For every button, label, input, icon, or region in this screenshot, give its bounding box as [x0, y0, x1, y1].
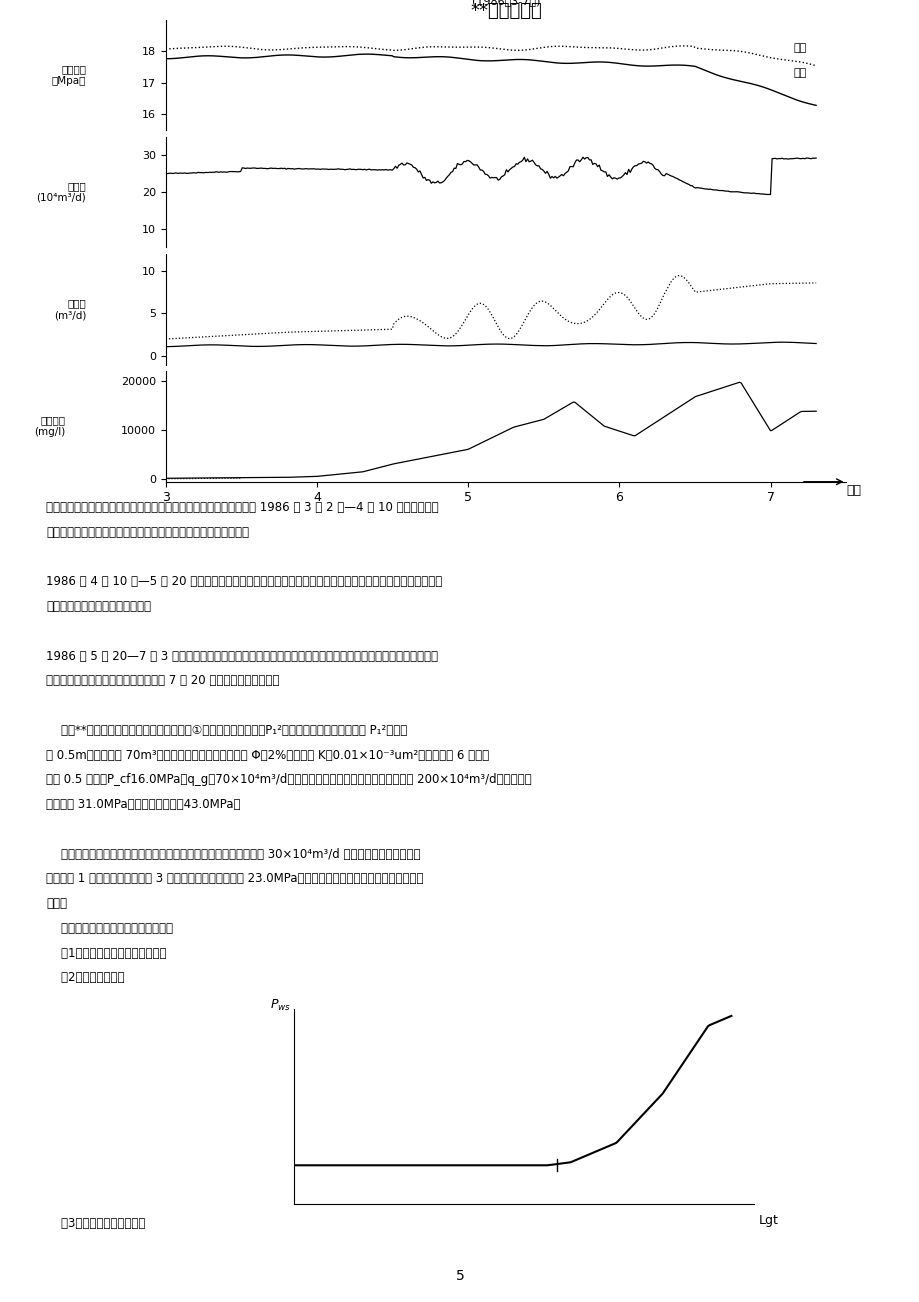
- Y-axis label: 气产量
(10⁴m³/d): 气产量 (10⁴m³/d): [37, 181, 86, 203]
- 套压: [569, 39, 580, 55]
- Text: $P_{ws}$: $P_{ws}$: [270, 997, 290, 1013]
- 油压: [360, 47, 371, 62]
- Title: **井采气曲线: **井采气曲线: [470, 1, 541, 20]
- 油压: [160, 51, 171, 66]
- Y-axis label: 氯根含量
(mg/l): 氯根含量 (mg/l): [34, 415, 65, 437]
- Y-axis label: 井口压力
（Mpa）: 井口压力 （Mpa）: [51, 64, 86, 86]
- Y-axis label: 水产量
(m³/d): 水产量 (m³/d): [54, 298, 86, 320]
- Text: 月份: 月份: [845, 484, 860, 497]
- 油压: [630, 57, 641, 73]
- 套压: [629, 42, 640, 57]
- 套压: [632, 42, 643, 57]
- Line: 套压: 套压: [165, 46, 815, 65]
- Text: 1986 年 4 月 10 日—5 月 20 日为出水显示阶段，其特征为：氯根含量、产水量均有上升，井口压力、产气量、: 1986 年 4 月 10 日—5 月 20 日为出水显示阶段，其特征为：氯根含…: [46, 575, 442, 589]
- 油压: [634, 59, 645, 74]
- Text: 关井压力 31.0MPa，原始地层压力：43.0MPa。: 关井压力 31.0MPa，原始地层压力：43.0MPa。: [46, 798, 240, 811]
- Text: 油压: 油压: [792, 68, 806, 78]
- Text: （3）单井控制储量大小。: （3）单井控制储量大小。: [46, 1217, 145, 1230]
- Text: 空 0.5m，漏失泥浆 70m³，岩芯分析，储层基质孔隙度 Φ＜2%，渗透率 K＜0.01×10⁻³um²。完井测试 6 小时，: 空 0.5m，漏失泥浆 70m³，岩芯分析，储层基质孔隙度 Φ＜2%，渗透率 K…: [46, 749, 489, 762]
- 套压: [676, 38, 687, 53]
- Text: 答：该井采气曲线反映该井为水锥形出水气井，依据其特征大致分为 1986 年 3 月 2 日—4 月 10 日为出水征兆: 答：该井采气曲线反映该井为水锥形出水气井，依据其特征大致分为 1986 年 3 …: [46, 501, 438, 514]
- Text: 5: 5: [455, 1269, 464, 1284]
- 油压: [810, 98, 821, 113]
- 油压: [238, 49, 249, 65]
- 套压: [160, 42, 171, 57]
- Text: (1986年3-7月): (1986年3-7月): [471, 0, 539, 7]
- Text: 请根据气井静、动态资料分析判断：: 请根据气井静、动态资料分析判断：: [46, 922, 173, 935]
- Text: 稳定 0.5 小时，P_cf16.0MPa，q_g：70×10⁴m³/d，不产地层水。一点法计算绝对无阻流量 200×10⁴m³/d，井口最大: 稳定 0.5 小时，P_cf16.0MPa，q_g：70×10⁴m³/d，不产地…: [46, 773, 531, 786]
- 套压: [417, 39, 428, 55]
- 油压: [419, 49, 430, 65]
- Text: 阶段，此阶段特征为：氯根上升，气井产量、产水量、压力稳定。: 阶段，此阶段特征为：氯根上升，气井产量、产水量、压力稳定。: [46, 526, 249, 539]
- Text: 产水量、氯根含量均有较大波动。: 产水量、氯根含量均有较大波动。: [46, 600, 151, 613]
- Text: 1986 年 5 月 20—7 月 3 日为气井出水阶段（或气井出水产能递减阶段），此阶段气井井口压力，产量下降，水: 1986 年 5 月 20—7 月 3 日为气井出水阶段（或气井出水产能递减阶段…: [46, 650, 437, 663]
- Text: 六、**井位于构造长轴北段偏东翼，临近①号断层，产气层位：P₁²，岩性：石灰岩，钻井中在 P₁²层曾放: 六、**井位于构造长轴北段偏东翼，临近①号断层，产气层位：P₁²，岩性：石灰岩，…: [46, 724, 407, 737]
- Text: 量上升，套油压差增大，各生产参数于 7 月 20 日以后基本趋于稳定。: 量上升，套油压差增大，各生产参数于 7 月 20 日以后基本趋于稳定。: [46, 674, 279, 687]
- Text: Lgt: Lgt: [758, 1213, 778, 1226]
- 套压: [371, 42, 382, 57]
- Text: 压力生产 1 个月，然后关井复压 3 个月，井口最高关井压力 23.0MPa，尚未稳定，其生产及关井动态特征如图: 压力生产 1 个月，然后关井复压 3 个月，井口最高关井压力 23.0MPa，尚…: [46, 872, 423, 885]
- Text: 所示。: 所示。: [46, 897, 67, 910]
- Text: （1）气井生产及关井动态特性；: （1）气井生产及关井动态特性；: [46, 947, 166, 960]
- 套压: [238, 39, 249, 55]
- 油压: [373, 47, 384, 62]
- 油压: [571, 55, 582, 70]
- Line: 油压: 油压: [165, 55, 815, 105]
- Text: 套压: 套压: [792, 43, 806, 53]
- Text: （2）储集层类型；: （2）储集层类型；: [46, 971, 124, 984]
- Text: 该井为一单裂缝系统，含气面积及气水关系不清楚。投产后先定产 30×10⁴m³/d 生产两个月，之后定井口: 该井为一单裂缝系统，含气面积及气水关系不清楚。投产后先定产 30×10⁴m³/d…: [46, 848, 420, 861]
- 套压: [810, 57, 821, 73]
